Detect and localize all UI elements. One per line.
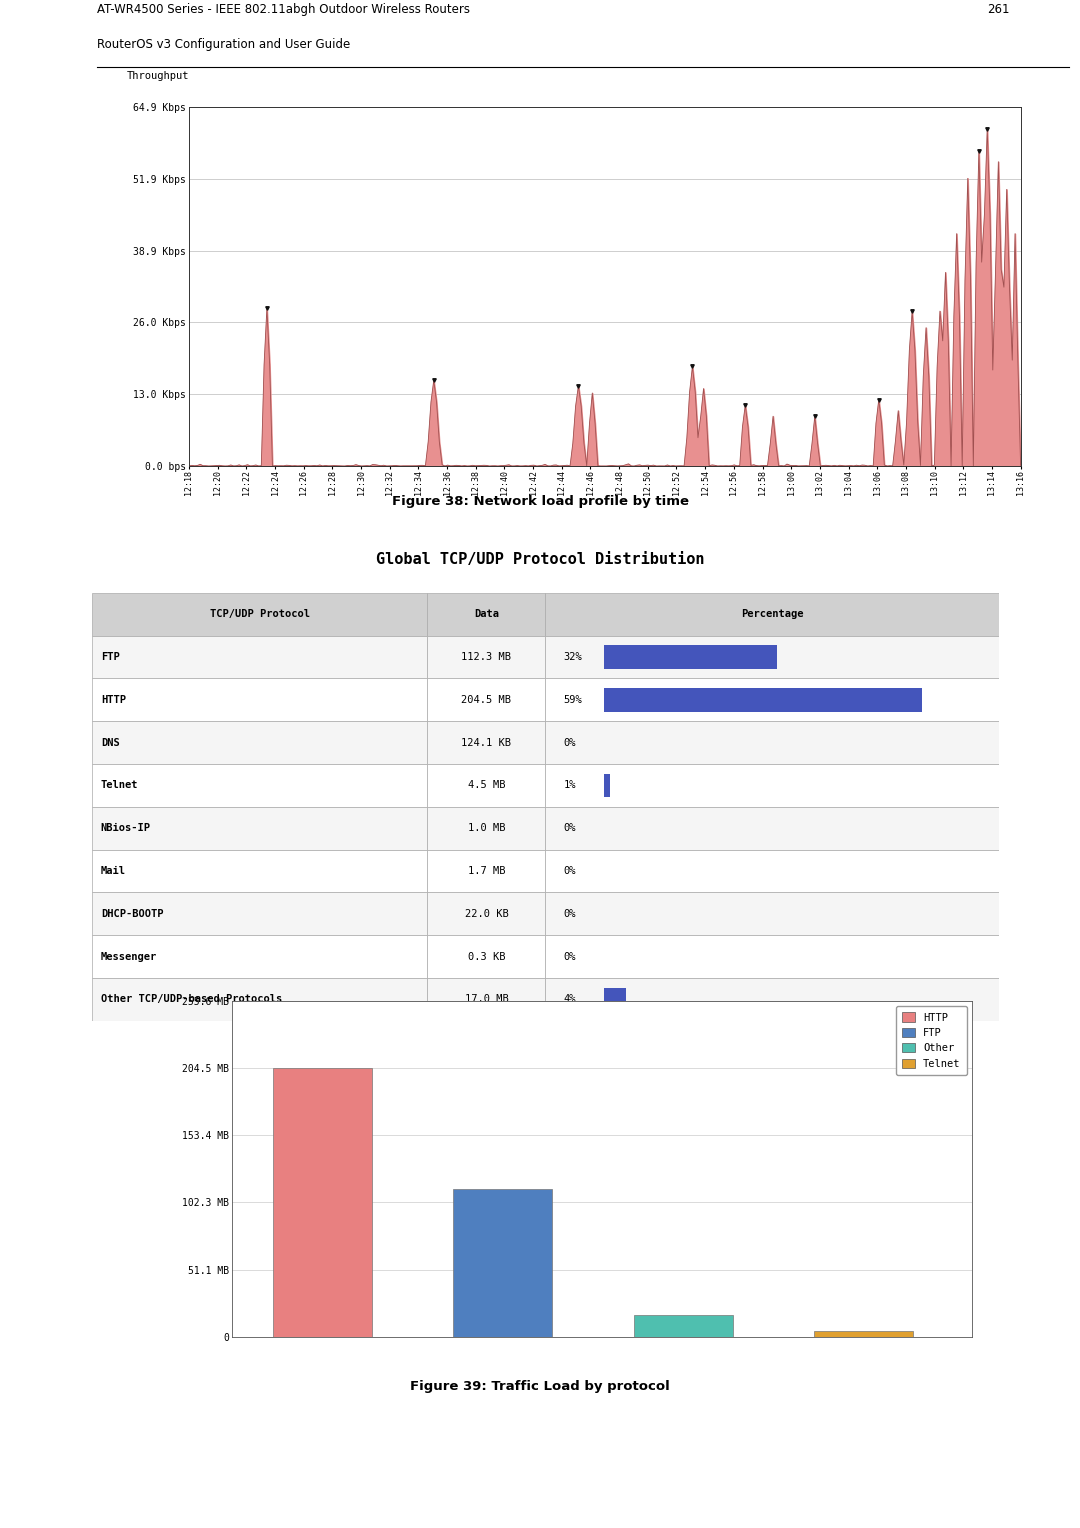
Bar — [428, 935, 545, 978]
Text: 4.5 MB: 4.5 MB — [468, 781, 505, 790]
Bar — [92, 593, 428, 636]
Bar — [545, 721, 999, 764]
Text: 1%: 1% — [564, 781, 576, 790]
Text: 261: 261 — [987, 3, 1010, 17]
Bar — [92, 721, 428, 764]
Text: Data: Data — [474, 610, 499, 619]
Text: 59%: 59% — [564, 695, 582, 704]
Text: 22.0 KB: 22.0 KB — [464, 909, 509, 918]
Bar — [605, 645, 777, 669]
Bar — [92, 892, 428, 935]
Bar — [454, 1189, 553, 1337]
Text: FTP: FTP — [100, 652, 120, 662]
Text: DNS: DNS — [100, 738, 120, 747]
Text: Mail: Mail — [100, 866, 126, 876]
Text: TCP/UDP Protocol: TCP/UDP Protocol — [210, 610, 310, 619]
Bar — [545, 636, 999, 678]
Text: Messenger: Messenger — [100, 952, 157, 961]
Bar — [428, 593, 545, 636]
Bar — [545, 978, 999, 1021]
Text: 204.5 MB: 204.5 MB — [461, 695, 512, 704]
Bar — [92, 935, 428, 978]
Text: HTTP: HTTP — [100, 695, 126, 704]
Bar — [428, 892, 545, 935]
Bar — [92, 978, 428, 1021]
Text: 1.7 MB: 1.7 MB — [468, 866, 505, 876]
Text: NBios-IP: NBios-IP — [100, 824, 151, 833]
Bar — [545, 892, 999, 935]
Text: 112.3 MB: 112.3 MB — [461, 652, 512, 662]
Text: 0%: 0% — [564, 866, 576, 876]
Bar — [428, 678, 545, 721]
Bar — [428, 721, 545, 764]
Bar — [428, 807, 545, 850]
Bar — [92, 764, 428, 807]
Bar — [605, 987, 626, 1012]
Bar — [92, 807, 428, 850]
Text: RouterOS v3 Configuration and User Guide: RouterOS v3 Configuration and User Guide — [97, 38, 350, 50]
Text: Throughput: Throughput — [126, 70, 189, 81]
Text: Figure 39: Traffic Load by protocol: Figure 39: Traffic Load by protocol — [410, 1380, 670, 1394]
Bar — [545, 764, 999, 807]
Bar — [428, 764, 545, 807]
Bar — [545, 807, 999, 850]
Text: Figure 38: Network load profile by time: Figure 38: Network load profile by time — [391, 495, 689, 507]
Bar — [428, 636, 545, 678]
Bar — [545, 850, 999, 892]
Text: 4%: 4% — [564, 995, 576, 1004]
Bar — [814, 1331, 914, 1337]
Bar — [92, 850, 428, 892]
Text: Telnet: Telnet — [100, 781, 138, 790]
Bar — [273, 1068, 372, 1337]
Bar — [545, 935, 999, 978]
Bar — [428, 850, 545, 892]
Bar — [92, 678, 428, 721]
Text: DHCP-BOOTP: DHCP-BOOTP — [100, 909, 163, 918]
Bar — [545, 678, 999, 721]
Text: 17.0 MB: 17.0 MB — [464, 995, 509, 1004]
Text: 0%: 0% — [564, 738, 576, 747]
Text: 124.1 KB: 124.1 KB — [461, 738, 512, 747]
Bar — [605, 773, 610, 798]
Legend: HTTP, FTP, Other, Telnet: HTTP, FTP, Other, Telnet — [896, 1005, 967, 1076]
Bar — [634, 1314, 733, 1337]
Text: Global TCP/UDP Protocol Distribution: Global TCP/UDP Protocol Distribution — [376, 552, 704, 567]
Text: Percentage: Percentage — [741, 610, 804, 619]
Text: 0%: 0% — [564, 952, 576, 961]
Text: 32%: 32% — [564, 652, 582, 662]
Text: 0.3 KB: 0.3 KB — [468, 952, 505, 961]
Bar — [428, 978, 545, 1021]
Text: 1.0 MB: 1.0 MB — [468, 824, 505, 833]
Text: 0%: 0% — [564, 824, 576, 833]
Text: 0%: 0% — [564, 909, 576, 918]
Text: AT-WR4500 Series - IEEE 802.11abgh Outdoor Wireless Routers: AT-WR4500 Series - IEEE 802.11abgh Outdo… — [97, 3, 470, 17]
Bar — [92, 636, 428, 678]
Bar — [545, 593, 999, 636]
Text: Other TCP/UDP-based Protocols: Other TCP/UDP-based Protocols — [100, 995, 282, 1004]
Bar — [605, 688, 922, 712]
